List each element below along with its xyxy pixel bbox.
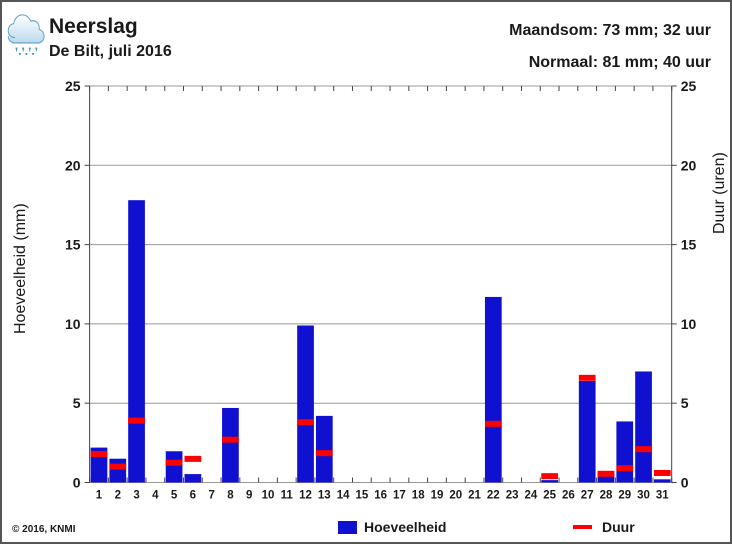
- svg-text:5: 5: [171, 490, 178, 502]
- svg-text:1: 1: [96, 490, 103, 502]
- svg-text:9: 9: [246, 490, 252, 502]
- svg-text:24: 24: [524, 490, 537, 502]
- svg-text:13: 13: [318, 490, 331, 502]
- svg-text:0: 0: [73, 475, 81, 491]
- svg-text:5: 5: [73, 395, 81, 411]
- svg-text:10: 10: [681, 316, 697, 332]
- svg-text:28: 28: [600, 490, 613, 502]
- svg-text:25: 25: [681, 78, 697, 94]
- svg-text:21: 21: [468, 490, 481, 502]
- svg-text:16: 16: [374, 490, 387, 502]
- svg-text:20: 20: [449, 490, 462, 502]
- svg-text:29: 29: [618, 490, 631, 502]
- svg-text:14: 14: [337, 490, 350, 502]
- svg-text:30: 30: [637, 490, 650, 502]
- svg-text:23: 23: [506, 490, 519, 502]
- svg-text:15: 15: [65, 237, 81, 253]
- svg-text:17: 17: [393, 490, 406, 502]
- svg-text:26: 26: [562, 490, 575, 502]
- svg-text:20: 20: [681, 157, 697, 173]
- svg-text:19: 19: [431, 490, 444, 502]
- svg-text:6: 6: [190, 490, 196, 502]
- svg-text:11: 11: [281, 490, 294, 502]
- svg-text:2: 2: [115, 490, 121, 502]
- svg-text:10: 10: [65, 316, 81, 332]
- svg-text:31: 31: [656, 490, 669, 502]
- svg-text:12: 12: [299, 490, 312, 502]
- svg-text:4: 4: [152, 490, 159, 502]
- svg-text:25: 25: [543, 490, 556, 502]
- svg-text:10: 10: [262, 490, 275, 502]
- svg-text:5: 5: [681, 395, 689, 411]
- svg-text:18: 18: [412, 490, 425, 502]
- svg-text:15: 15: [355, 490, 368, 502]
- svg-text:0: 0: [681, 475, 689, 491]
- svg-text:7: 7: [208, 490, 214, 502]
- svg-text:8: 8: [227, 490, 234, 502]
- svg-text:3: 3: [133, 490, 139, 502]
- svg-text:27: 27: [581, 490, 594, 502]
- svg-text:22: 22: [487, 490, 500, 502]
- svg-text:20: 20: [65, 157, 81, 173]
- svg-text:15: 15: [681, 237, 697, 253]
- svg-text:25: 25: [65, 78, 81, 94]
